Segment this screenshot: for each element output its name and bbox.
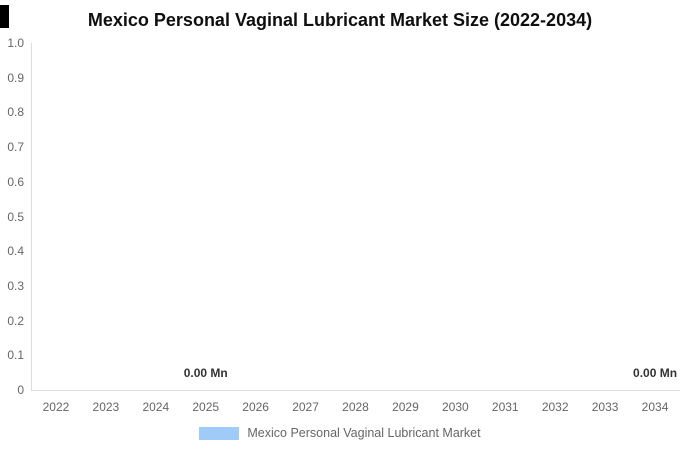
y-tick-label: 0.9	[7, 70, 24, 85]
y-tick-label: 0.8	[7, 105, 24, 120]
y-tick-label: 0.2	[7, 313, 24, 328]
x-tick-label: 2030	[441, 400, 469, 414]
legend-swatch	[199, 427, 240, 440]
y-axis-line	[31, 43, 32, 390]
legend-label: Mexico Personal Vaginal Lubricant Market	[247, 426, 481, 440]
y-tick-label: 0.3	[7, 278, 24, 293]
x-tick-label: 2023	[92, 400, 120, 414]
x-tick-label: 2032	[541, 400, 569, 414]
x-tick-label: 2028	[342, 400, 369, 414]
y-tick-label: 0.6	[7, 174, 24, 189]
y-tick-label: 0.5	[7, 209, 24, 224]
x-axis-line	[31, 390, 680, 391]
bar-value-label: 0.00 Mn	[183, 366, 228, 380]
x-tick-label: 2026	[242, 400, 269, 414]
legend-item[interactable]: Mexico Personal Vaginal Lubricant Market	[199, 426, 481, 441]
corner-artifact-mark	[0, 5, 9, 28]
y-tick-label: 0.4	[7, 244, 24, 259]
bar-value-label: 0.00 Mn	[633, 366, 678, 380]
legend: Mexico Personal Vaginal Lubricant Market	[0, 426, 680, 441]
y-tick-label: 1.0	[7, 36, 24, 50]
x-tick-label: 2031	[491, 400, 519, 414]
x-tick-label: 2029	[392, 400, 419, 414]
y-tick-label: 0	[17, 383, 24, 397]
x-tick-label: 2025	[192, 400, 220, 414]
x-tick-label: 2033	[591, 400, 619, 414]
y-tick-label: 0.7	[7, 140, 24, 155]
y-tick-label: 0.1	[7, 348, 24, 363]
chart-title: Mexico Personal Vaginal Lubricant Market…	[87, 10, 593, 30]
x-tick-label: 2024	[142, 400, 170, 414]
x-tick-label: 2022	[42, 400, 70, 414]
x-tick-label: 2034	[641, 400, 669, 414]
x-tick-label: 2027	[292, 400, 319, 414]
